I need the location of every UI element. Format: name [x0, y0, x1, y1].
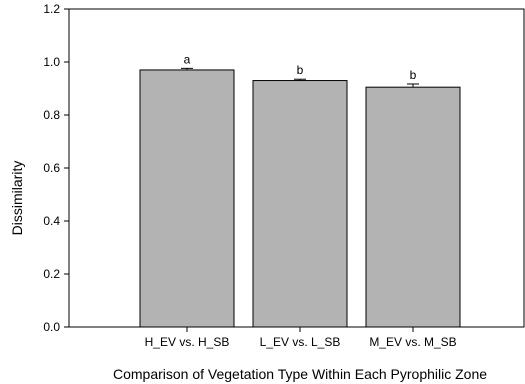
bar-series — [139, 69, 461, 328]
x-axis-label: Comparison of Vegetation Type Within Eac… — [113, 366, 487, 382]
x-tick-label: L_EV vs. L_SB — [260, 335, 341, 349]
significance-letter: b — [410, 68, 417, 82]
significance-letters: a b b — [184, 52, 417, 82]
y-axis-label: Dissimilarity — [9, 161, 25, 236]
y-tick-label: 0.2 — [43, 267, 60, 281]
y-tick-label: 1.2 — [43, 2, 60, 16]
x-axis-ticks: H_EV vs. H_SB L_EV vs. L_SB M_EV vs. M_SB — [145, 327, 457, 349]
x-tick-label: M_EV vs. M_SB — [369, 335, 456, 349]
y-tick-label: 0.4 — [43, 214, 60, 228]
y-tick-label: 1.0 — [43, 55, 60, 69]
bar — [139, 69, 235, 328]
bar — [365, 86, 461, 328]
significance-letter: a — [184, 52, 191, 66]
y-tick-label: 0.8 — [43, 108, 60, 122]
x-tick-label: H_EV vs. H_SB — [145, 335, 230, 349]
error-bars — [181, 67, 419, 88]
significance-letter: b — [297, 63, 304, 77]
y-tick-label: 0.6 — [43, 161, 60, 175]
bar — [252, 80, 348, 328]
y-tick-label: 0.0 — [43, 320, 60, 334]
y-axis-ticks: 0.0 0.2 0.4 0.6 0.8 1.0 1.2 — [43, 2, 69, 334]
